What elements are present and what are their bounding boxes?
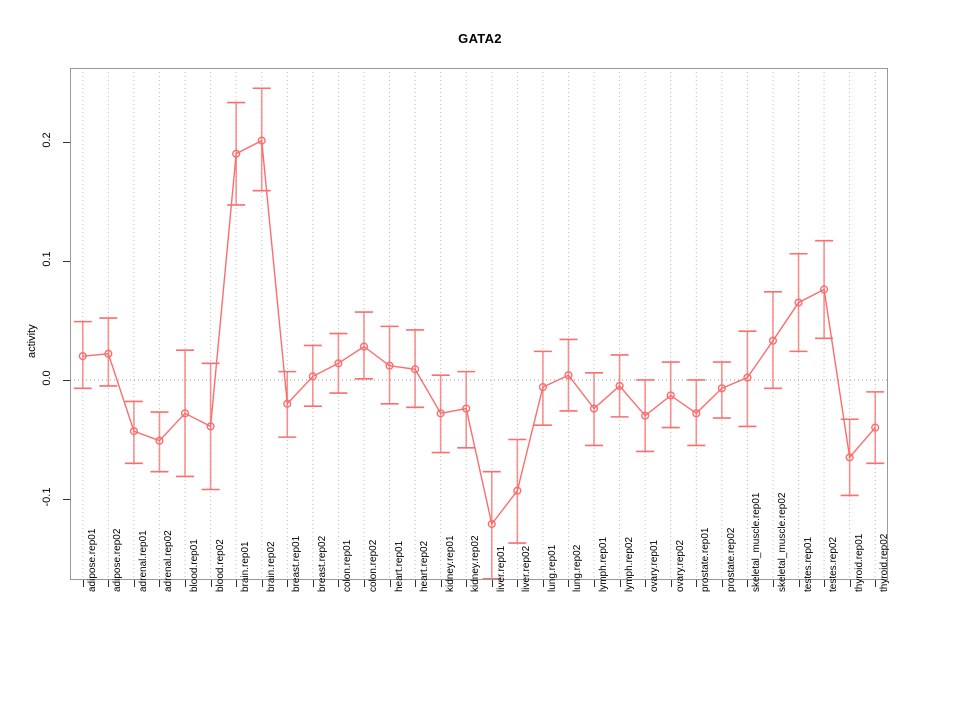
x-tick-mark xyxy=(594,580,596,587)
x-tick-mark xyxy=(363,580,365,587)
x-tick-mark xyxy=(312,580,314,587)
x-tick-mark xyxy=(185,580,187,587)
x-tick-mark xyxy=(82,580,84,587)
chart-canvas xyxy=(70,68,888,580)
y-tick-mark xyxy=(63,141,70,143)
plot-area: activity xyxy=(26,68,888,580)
x-tick-mark xyxy=(772,580,774,587)
y-tick-label: 0.2 xyxy=(41,132,53,148)
x-tick-mark xyxy=(415,580,417,587)
x-tick-mark xyxy=(747,580,749,587)
x-tick-mark xyxy=(721,580,723,587)
error-bars xyxy=(73,87,885,580)
x-tick-mark xyxy=(619,580,621,587)
x-tick-mark xyxy=(440,580,442,587)
x-tick-mark xyxy=(159,580,161,587)
x-tick-mark xyxy=(108,580,110,587)
x-tick-mark xyxy=(466,580,468,587)
x-tick-mark xyxy=(236,580,238,587)
chart-title: GATA2 xyxy=(458,31,502,46)
x-tick-mark xyxy=(568,580,570,587)
x-tick-mark xyxy=(875,580,877,587)
x-tick-mark xyxy=(798,580,800,587)
x-tick-mark xyxy=(696,580,698,587)
y-tick-mark xyxy=(63,379,70,381)
x-tick-mark xyxy=(261,580,263,587)
x-tick-mark xyxy=(491,580,493,587)
y-tick-label: 0.1 xyxy=(41,251,53,267)
x-tick-mark xyxy=(849,580,851,587)
x-tick-mark xyxy=(645,580,647,587)
y-tick-label: 0.0 xyxy=(41,370,53,386)
y-tick-label: -0.1 xyxy=(41,487,53,507)
x-tick-mark xyxy=(133,580,135,587)
x-tick-mark xyxy=(338,580,340,587)
gridlines xyxy=(82,68,876,580)
x-tick-mark xyxy=(287,580,289,587)
x-tick-mark xyxy=(389,580,391,587)
x-tick-mark xyxy=(670,580,672,587)
data-point-markers xyxy=(78,136,880,529)
x-tick-mark xyxy=(210,580,212,587)
x-tick-mark xyxy=(517,580,519,587)
y-tick-mark xyxy=(63,260,70,262)
y-tick-mark xyxy=(63,499,70,501)
x-tick-mark xyxy=(824,580,826,587)
y-axis-title: activity xyxy=(26,324,38,358)
series-line xyxy=(82,139,876,526)
x-tick-mark xyxy=(542,580,544,587)
